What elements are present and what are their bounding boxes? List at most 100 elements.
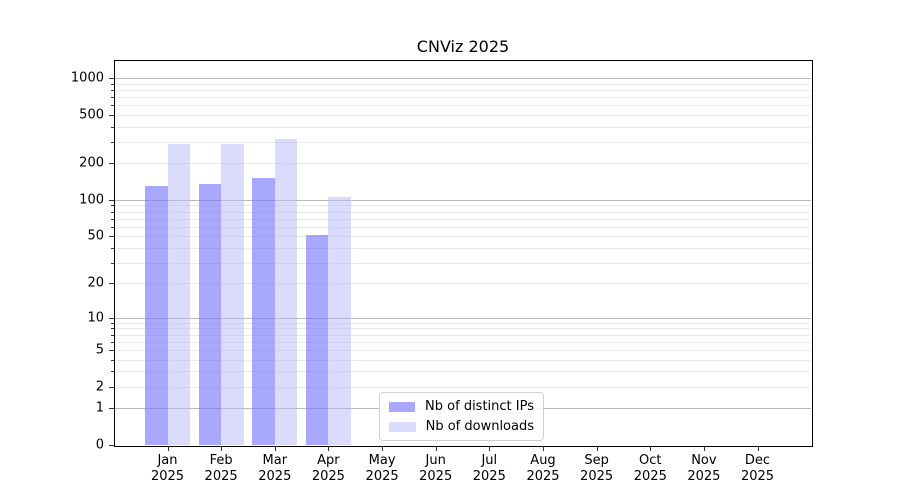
y-tick-label: 5 [95, 342, 104, 358]
x-tick-year: 2025 [633, 469, 667, 484]
minor-gridline [115, 359, 811, 361]
y-minor-tick-mark [111, 262, 114, 264]
y-tick-label: 2 [95, 379, 104, 395]
minor-gridline [115, 89, 811, 91]
y-minor-tick-mark [111, 322, 114, 324]
x-tick-mark [596, 446, 598, 451]
x-tick-year: 2025 [258, 469, 292, 484]
x-tick-year: 2025 [419, 469, 453, 484]
minor-gridline [115, 262, 811, 264]
y-tick-mark [109, 78, 114, 79]
y-minor-tick-mark [111, 341, 114, 343]
y-minor-tick-mark [111, 205, 114, 207]
x-tick-label: Feb 2025 [191, 453, 251, 485]
bar-jan-series0 [145, 186, 168, 445]
y-tick-label: 500 [79, 107, 104, 123]
minor-gridline [115, 105, 811, 107]
y-minor-tick-mark [111, 83, 114, 85]
bar-jan-series1 [167, 143, 190, 445]
x-tick-year: 2025 [150, 469, 185, 484]
bar-apr-series0 [305, 235, 329, 445]
y-tick-mark [109, 163, 114, 165]
legend: Nb of distinct IPs Nb of downloads [379, 392, 544, 441]
axes-frame [114, 60, 813, 447]
minor-gridline [115, 328, 811, 330]
legend-label-distinct-ips: Nb of distinct IPs [425, 399, 534, 414]
minor-gridline [115, 247, 811, 249]
y-tick-mark [109, 236, 114, 238]
y-minor-tick-mark [111, 141, 114, 143]
y-minor-tick-mark [111, 283, 114, 285]
y-minor-tick-mark [111, 334, 114, 336]
bar-feb-series1 [221, 143, 244, 445]
minor-gridline [115, 211, 811, 213]
x-tick-label: Apr 2025 [298, 453, 358, 485]
y-minor-tick-mark [111, 359, 114, 361]
minor-gridline [115, 322, 811, 324]
x-tick-mark [489, 446, 491, 451]
y-tick-mark [109, 114, 114, 116]
legend-item-distinct-ips: Nb of distinct IPs [389, 399, 534, 414]
x-tick-mark [543, 446, 544, 451]
legend-swatch-distinct-ips [389, 401, 416, 412]
x-tick-mark [382, 446, 384, 451]
minor-gridline [115, 205, 811, 207]
major-gridline [115, 78, 811, 79]
y-minor-tick-mark [111, 371, 114, 373]
y-tick-label: 1 [95, 400, 104, 416]
x-tick-year: 2025 [526, 469, 560, 484]
y-tick-label: 10 [87, 310, 104, 326]
y-tick-mark [109, 199, 114, 201]
bar-mar-series0 [252, 177, 275, 445]
y-tick-label: 1000 [70, 70, 104, 86]
x-tick-label: Jan 2025 [138, 453, 198, 485]
minor-gridline [115, 371, 811, 373]
chart-title: CNViz 2025 [416, 37, 510, 56]
x-tick-year: 2025 [204, 469, 238, 484]
y-minor-tick-mark [111, 105, 114, 107]
minor-gridline [115, 386, 811, 388]
y-minor-tick-mark [111, 349, 114, 351]
x-tick-mark [167, 446, 169, 451]
x-tick-mark [757, 446, 759, 451]
x-tick-mark [703, 446, 705, 451]
x-tick-year: 2025 [580, 469, 614, 484]
minor-gridline [115, 341, 811, 343]
y-minor-tick-mark [111, 328, 114, 330]
y-tick-label: 20 [87, 275, 104, 291]
bar-apr-series1 [328, 197, 351, 445]
y-tick-label: 0 [95, 437, 104, 453]
minor-gridline [115, 114, 811, 116]
x-tick-mark [221, 446, 223, 451]
x-tick-label: Jun 2025 [406, 453, 466, 485]
y-tick-mark [109, 445, 114, 446]
minor-gridline [115, 349, 811, 351]
minor-gridline [115, 163, 811, 165]
legend-item-downloads: Nb of downloads [389, 419, 534, 434]
minor-gridline [115, 96, 811, 98]
x-tick-mark [435, 446, 437, 451]
x-tick-label: Dec 2025 [728, 453, 788, 485]
x-tick-label: Sep 2025 [567, 453, 627, 485]
y-minor-tick-mark [111, 163, 114, 165]
y-tick-mark [109, 317, 114, 319]
legend-label-downloads: Nb of downloads [425, 419, 534, 434]
y-minor-tick-mark [111, 236, 114, 238]
x-tick-label: Nov 2025 [674, 453, 734, 485]
bar-mar-series1 [274, 139, 298, 445]
y-tick-label: 100 [79, 192, 104, 208]
y-minor-tick-mark [111, 126, 114, 128]
minor-gridline [115, 141, 811, 143]
x-tick-year: 2025 [687, 469, 721, 484]
y-minor-tick-mark [111, 247, 114, 249]
minor-gridline [115, 218, 811, 220]
y-minor-tick-mark [111, 89, 114, 91]
minor-gridline [115, 126, 811, 128]
y-minor-tick-mark [111, 386, 114, 388]
y-tick-mark [109, 349, 114, 351]
minor-gridline [115, 334, 811, 336]
x-tick-year: 2025 [365, 469, 399, 484]
y-minor-tick-mark [111, 218, 114, 220]
x-tick-label: Mar 2025 [245, 453, 305, 485]
